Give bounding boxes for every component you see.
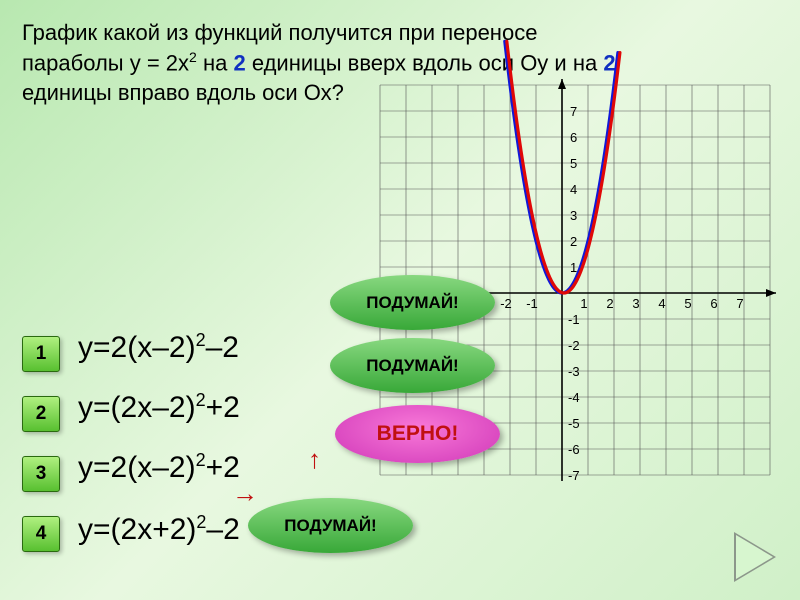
answer-button-1[interactable]: 1 [22, 336, 60, 372]
svg-text:3: 3 [570, 208, 577, 223]
arrow-right-icon: → [232, 478, 258, 509]
formula-4: у=(2х+2)2–2 [78, 512, 240, 547]
next-slide-button[interactable] [734, 532, 776, 582]
feedback-bubble-4: ПОДУМАЙ! [248, 498, 413, 553]
formula-3: у=2(х–2)2+2 [78, 450, 240, 485]
svg-text:7: 7 [736, 296, 743, 311]
svg-text:-5: -5 [568, 416, 580, 431]
svg-text:2: 2 [570, 234, 577, 249]
svg-text:1: 1 [580, 296, 587, 311]
svg-text:-2: -2 [568, 338, 580, 353]
svg-text:-4: -4 [568, 390, 580, 405]
svg-text:4: 4 [658, 296, 665, 311]
svg-text:-2: -2 [500, 296, 512, 311]
feedback-bubble-correct: ВЕРНО! [335, 405, 500, 463]
svg-text:-7: -7 [568, 468, 580, 483]
formula-2: у=(2х–2)2+2 [78, 390, 240, 425]
svg-text:6: 6 [570, 130, 577, 145]
arrow-up-icon: ↑ [308, 444, 321, 475]
svg-text:3: 3 [632, 296, 639, 311]
feedback-bubble-1: ПОДУМАЙ! [330, 275, 495, 330]
svg-text:5: 5 [684, 296, 691, 311]
svg-text:1: 1 [570, 260, 577, 275]
svg-text:-3: -3 [568, 364, 580, 379]
feedback-bubble-2: ПОДУМАЙ! [330, 338, 495, 393]
svg-text:7: 7 [570, 104, 577, 119]
svg-text:4: 4 [570, 182, 577, 197]
formula-1: у=2(х–2)2–2 [78, 330, 239, 365]
svg-text:-1: -1 [526, 296, 538, 311]
svg-text:-6: -6 [568, 442, 580, 457]
svg-text:2: 2 [606, 296, 613, 311]
svg-text:-1: -1 [568, 312, 580, 327]
answer-button-3[interactable]: 3 [22, 456, 60, 492]
answer-button-2[interactable]: 2 [22, 396, 60, 432]
svg-text:5: 5 [570, 156, 577, 171]
answer-button-4[interactable]: 4 [22, 516, 60, 552]
svg-text:6: 6 [710, 296, 717, 311]
